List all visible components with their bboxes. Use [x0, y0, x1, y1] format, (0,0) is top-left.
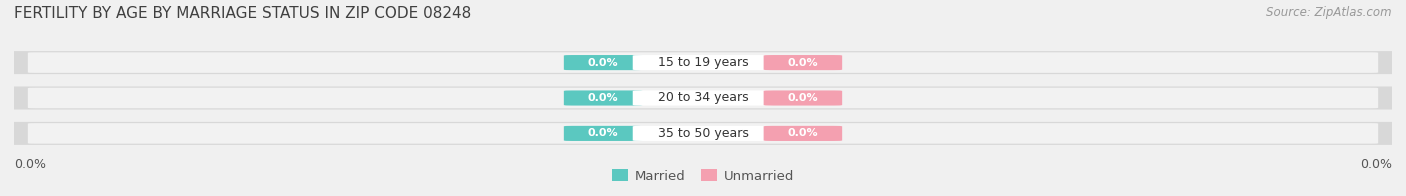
- FancyBboxPatch shape: [28, 52, 1378, 73]
- FancyBboxPatch shape: [4, 122, 1402, 145]
- Text: 0.0%: 0.0%: [787, 58, 818, 68]
- Text: 0.0%: 0.0%: [1360, 158, 1392, 171]
- Text: 0.0%: 0.0%: [787, 128, 818, 138]
- Text: 0.0%: 0.0%: [787, 93, 818, 103]
- Text: 0.0%: 0.0%: [14, 158, 46, 171]
- FancyBboxPatch shape: [633, 55, 773, 70]
- FancyBboxPatch shape: [28, 88, 1378, 108]
- Text: Source: ZipAtlas.com: Source: ZipAtlas.com: [1267, 6, 1392, 19]
- FancyBboxPatch shape: [4, 51, 1402, 74]
- Text: FERTILITY BY AGE BY MARRIAGE STATUS IN ZIP CODE 08248: FERTILITY BY AGE BY MARRIAGE STATUS IN Z…: [14, 6, 471, 21]
- FancyBboxPatch shape: [763, 126, 842, 141]
- FancyBboxPatch shape: [564, 55, 643, 70]
- FancyBboxPatch shape: [564, 90, 643, 106]
- FancyBboxPatch shape: [633, 126, 773, 141]
- FancyBboxPatch shape: [28, 123, 1378, 144]
- FancyBboxPatch shape: [763, 90, 842, 106]
- FancyBboxPatch shape: [564, 126, 643, 141]
- Text: 35 to 50 years: 35 to 50 years: [658, 127, 748, 140]
- Text: 20 to 34 years: 20 to 34 years: [658, 92, 748, 104]
- FancyBboxPatch shape: [4, 86, 1402, 110]
- FancyBboxPatch shape: [763, 55, 842, 70]
- FancyBboxPatch shape: [633, 90, 773, 106]
- Text: 0.0%: 0.0%: [588, 128, 619, 138]
- Text: 0.0%: 0.0%: [588, 58, 619, 68]
- Text: 0.0%: 0.0%: [588, 93, 619, 103]
- Text: 15 to 19 years: 15 to 19 years: [658, 56, 748, 69]
- Legend: Married, Unmarried: Married, Unmarried: [607, 164, 799, 188]
